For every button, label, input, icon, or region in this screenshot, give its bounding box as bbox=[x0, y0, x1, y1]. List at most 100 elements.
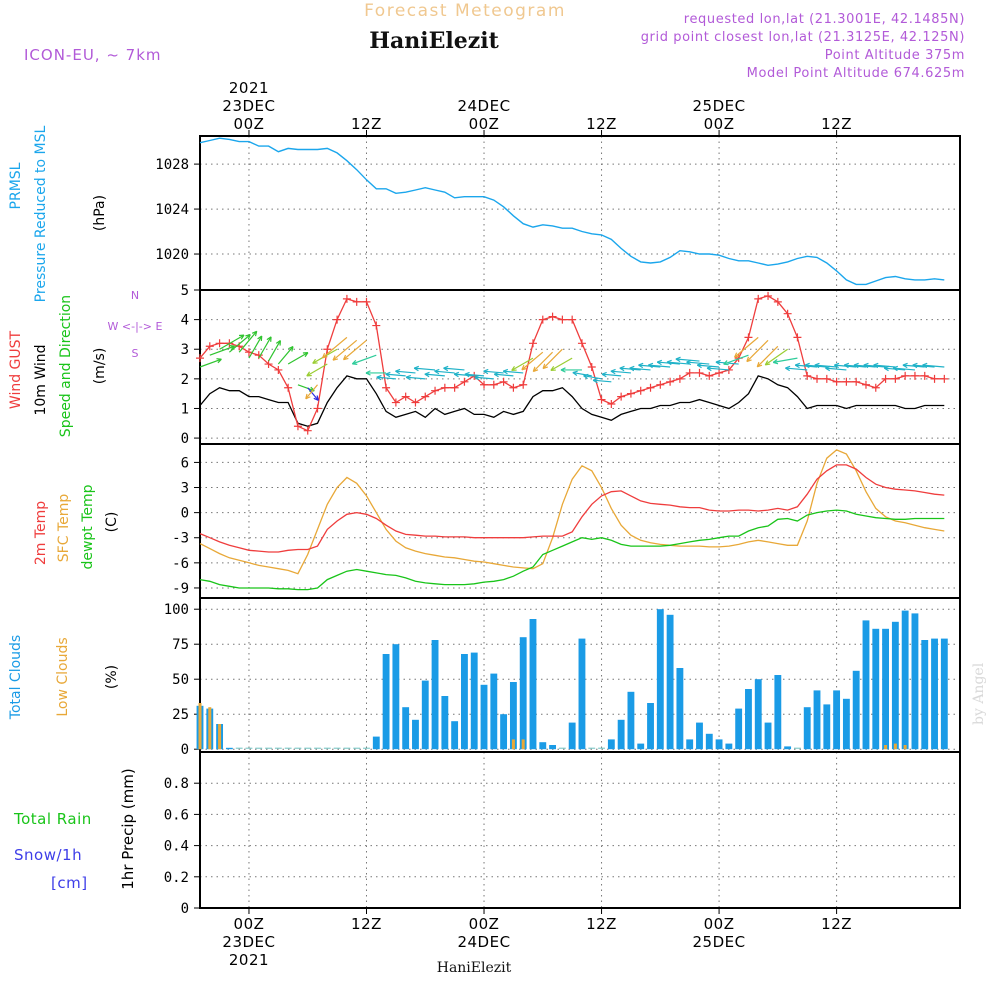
y-tick-label: 0.2 bbox=[164, 870, 189, 886]
y-tick-label: 0 bbox=[181, 431, 189, 447]
compass-s: S bbox=[132, 347, 139, 360]
wind-vector-head bbox=[385, 371, 391, 378]
time-label-top: 12Z bbox=[821, 115, 852, 133]
total-cloud-bar bbox=[578, 638, 586, 750]
wind-vector-head bbox=[825, 365, 831, 372]
gust-marker bbox=[891, 374, 900, 383]
total-cloud-bar bbox=[842, 698, 850, 750]
gust-marker bbox=[666, 377, 675, 386]
wind-vector bbox=[629, 365, 651, 372]
y-tick-label: 0 bbox=[181, 901, 189, 917]
total-cloud-bar bbox=[882, 628, 889, 750]
total-cloud-bar bbox=[696, 722, 703, 750]
wind-vector-shaft bbox=[322, 336, 348, 359]
time-label-bottom: 24DEC bbox=[457, 933, 510, 951]
total-clouds-label: Total Clouds bbox=[8, 635, 24, 720]
y-tick-label: 5 bbox=[181, 283, 189, 299]
gust-marker bbox=[401, 392, 410, 401]
wind-vector bbox=[342, 339, 367, 361]
wind-vector-shaft bbox=[287, 352, 309, 365]
time-label-bottom: 00Z bbox=[704, 915, 735, 933]
wind-vector-head bbox=[610, 368, 616, 375]
wind-vector bbox=[277, 346, 294, 365]
wind-vector bbox=[248, 335, 263, 359]
footer-location: HaniElezit bbox=[437, 960, 512, 976]
wind-vector bbox=[922, 362, 945, 369]
total-cloud-bar bbox=[705, 733, 713, 750]
gust-marker bbox=[352, 297, 361, 306]
total-cloud-bar bbox=[852, 670, 860, 750]
wind-vector-shaft bbox=[601, 373, 622, 377]
gust-marker bbox=[431, 386, 440, 395]
y-tick-label: 2 bbox=[181, 372, 189, 388]
wind-vector-head bbox=[443, 365, 449, 372]
gust-marker bbox=[822, 374, 831, 383]
low-cloud-bar bbox=[511, 739, 515, 750]
wind-vector-shaft bbox=[483, 370, 504, 374]
wind-vector-head bbox=[675, 356, 681, 363]
total-cloud-bar bbox=[940, 638, 948, 750]
total-cloud-bar bbox=[500, 714, 508, 750]
gust-marker bbox=[460, 377, 469, 386]
total-cloud-bar bbox=[686, 739, 694, 750]
total-cloud-bar bbox=[402, 707, 410, 750]
wind-vector bbox=[306, 363, 328, 377]
wind-vector-head bbox=[785, 365, 791, 372]
wind-vector-head bbox=[883, 365, 890, 372]
y-tick-label: -3 bbox=[172, 531, 189, 547]
sfc-temp-line bbox=[199, 449, 945, 575]
time-label-top: 24DEC bbox=[457, 97, 510, 115]
gust-marker bbox=[646, 383, 655, 392]
wind-vector-head bbox=[424, 371, 430, 378]
panel-frame bbox=[199, 289, 961, 445]
wind-vector bbox=[873, 362, 896, 369]
time-label-top: 12Z bbox=[586, 115, 617, 133]
wind-vector bbox=[228, 334, 251, 353]
wind-vector-shaft bbox=[532, 351, 554, 372]
gust-marker bbox=[440, 383, 449, 392]
model-point-altitude: Model Point Altitude 674.625m bbox=[747, 66, 965, 81]
low-cloud-bar bbox=[208, 707, 212, 750]
gust-marker bbox=[764, 291, 773, 300]
wind-vector-head bbox=[229, 345, 236, 351]
wind-vector-head bbox=[843, 362, 850, 369]
gust-marker bbox=[744, 333, 753, 342]
total-cloud-bar bbox=[754, 679, 762, 750]
wind-vector-shaft bbox=[697, 364, 720, 368]
wind-vector bbox=[772, 357, 798, 365]
wind-vector bbox=[746, 339, 769, 363]
temp-2m-label: 2m Temp bbox=[33, 501, 49, 565]
wind-vector-shaft bbox=[414, 367, 436, 371]
wind-vector bbox=[647, 362, 671, 369]
wind-vector-shaft bbox=[494, 373, 514, 377]
y-tick-label: 4 bbox=[181, 313, 189, 329]
wind-vector-head bbox=[629, 365, 635, 372]
wind-vector-head bbox=[266, 336, 272, 342]
wind-vector-head bbox=[706, 365, 712, 372]
time-label-bottom: 12Z bbox=[351, 915, 382, 933]
pressure-label-long: Pressure Reduced to MSL bbox=[33, 125, 49, 302]
wind-vector bbox=[443, 365, 465, 372]
wind-vector-shaft bbox=[352, 354, 377, 365]
wind-vector-head bbox=[321, 353, 328, 359]
wind-vector bbox=[542, 348, 563, 370]
wind-vector-shaft bbox=[511, 357, 534, 371]
model-name: ICON-EU, ~ 7km bbox=[24, 46, 162, 64]
gust-marker bbox=[499, 377, 508, 386]
wind-vector bbox=[413, 365, 436, 372]
total-cloud-bar bbox=[862, 620, 870, 750]
wind-vector bbox=[385, 371, 406, 378]
gust-marker bbox=[910, 371, 919, 380]
wind-vector-head bbox=[892, 365, 899, 372]
wind-vector-head bbox=[313, 395, 319, 401]
wind-vector bbox=[511, 357, 534, 372]
wind-vector-head bbox=[216, 358, 222, 364]
wind-vector-shaft bbox=[443, 367, 465, 371]
wind-vector-shaft bbox=[343, 339, 367, 361]
wind-vector-head bbox=[302, 352, 309, 358]
wind-vector-head bbox=[257, 335, 263, 342]
wind-vector-head bbox=[511, 365, 517, 372]
total-cloud-bar bbox=[431, 640, 439, 750]
gust-marker bbox=[382, 383, 391, 392]
dewpoint-label: dewpt Temp bbox=[80, 484, 96, 569]
